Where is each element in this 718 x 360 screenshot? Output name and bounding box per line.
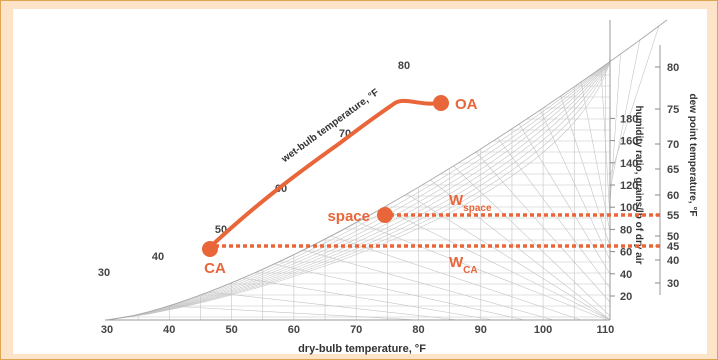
humidity-tick-label: 120 — [620, 180, 638, 192]
rh-curve — [106, 20, 611, 321]
w-space-label: Wspace — [449, 192, 492, 214]
humidity-tick-label: 80 — [620, 224, 632, 236]
x-tick-label: 80 — [412, 324, 424, 336]
rh-curve — [106, 20, 611, 321]
humidity-tick-label: 40 — [620, 269, 632, 281]
humidity-tick-label: 160 — [620, 136, 638, 148]
x-axis-title: dry-bulb temperature, °F — [298, 343, 426, 355]
rh-curve — [106, 20, 611, 321]
grid-line — [303, 249, 554, 321]
grid-line — [330, 235, 582, 321]
grid-line — [475, 151, 611, 303]
dew-point-tick-label: 55 — [667, 210, 679, 222]
w-ca-sub: CA — [463, 265, 477, 276]
grid-line — [430, 179, 611, 321]
space-label: space — [327, 208, 370, 225]
dew-point-tick-label: 65 — [667, 164, 679, 176]
space-point — [377, 207, 393, 223]
dew-point-tick-label: 60 — [667, 190, 679, 202]
dew-point-tick-label: 40 — [667, 255, 679, 267]
dew-point-tick-label: 80 — [667, 62, 679, 74]
rh-curve — [106, 20, 611, 321]
dew-point-tick-label: 75 — [667, 104, 679, 116]
humidity-tick-label: 140 — [620, 158, 638, 170]
chart-panel — [13, 9, 707, 354]
w-space-main: W — [449, 192, 464, 209]
grid-line — [560, 95, 611, 247]
grid-line — [600, 67, 611, 219]
dew-point-tick-label: 50 — [667, 231, 679, 243]
grid-line — [609, 39, 641, 191]
ca-label: CA — [204, 260, 226, 277]
x-tick-label: 70 — [350, 324, 362, 336]
process-line — [206, 98, 442, 251]
x-tick-label: 90 — [475, 324, 487, 336]
humidity-axis-ticks: 20 40 60 80 100 120 140 160 180 — [610, 113, 638, 303]
grid-line — [168, 305, 419, 321]
grid-line — [609, 53, 621, 205]
x-tick-label: 110 — [597, 324, 615, 336]
grid-line — [518, 123, 611, 275]
w-ca-main: W — [449, 254, 464, 271]
wet-bulb-tick-label: 80 — [398, 60, 410, 72]
grid-line — [497, 137, 611, 289]
x-axis-ticks: 30 40 50 60 70 80 90 100 110 — [101, 324, 614, 336]
grid-line — [357, 221, 608, 321]
rh-curve — [106, 20, 611, 321]
chart-grid — [106, 19, 668, 321]
grid-line — [609, 25, 660, 177]
humidity-tick-label: 60 — [620, 247, 632, 259]
dew-point-tick-label: 70 — [667, 139, 679, 151]
x-tick-label: 50 — [225, 324, 237, 336]
oa-point — [433, 95, 449, 111]
grid-line — [274, 263, 525, 321]
wet-bulb-axis-title: wet-bulb temperature, °F — [279, 87, 381, 165]
dew-point-tick-label: 45 — [667, 241, 679, 253]
saturation-curve — [106, 19, 668, 321]
w-space-sub: space — [463, 203, 492, 214]
grid-line — [242, 277, 494, 321]
x-tick-label: 60 — [288, 324, 300, 336]
grid-line — [453, 165, 611, 317]
x-tick-label: 100 — [534, 324, 552, 336]
humidity-tick-label: 100 — [620, 202, 638, 214]
oa-label: OA — [455, 96, 478, 113]
grid-line — [208, 291, 459, 321]
ca-point — [202, 241, 218, 257]
humidity-axis-title: humidity ratio, grains/lb of dry air — [633, 106, 644, 265]
x-tick-label: 30 — [101, 324, 113, 336]
grid-line — [382, 207, 611, 321]
humidity-tick-label: 20 — [620, 291, 632, 303]
rh-curve — [106, 20, 611, 321]
w-ca-label: WCA — [449, 254, 478, 276]
humidity-tick-label: 180 — [620, 113, 638, 125]
grid-line — [539, 109, 611, 261]
rh-curve — [106, 20, 611, 321]
grid-line — [406, 193, 611, 321]
rh-curve — [106, 20, 611, 321]
x-tick-label: 40 — [163, 324, 175, 336]
dew-point-axis-title: dew point temperature, °F — [687, 94, 698, 217]
wet-bulb-tick-label: 30 — [98, 267, 110, 279]
wet-bulb-tick-label: 40 — [152, 251, 164, 263]
dew-point-tick-label: 30 — [667, 278, 679, 290]
rh-curve — [106, 20, 611, 321]
grid-line — [580, 81, 611, 233]
